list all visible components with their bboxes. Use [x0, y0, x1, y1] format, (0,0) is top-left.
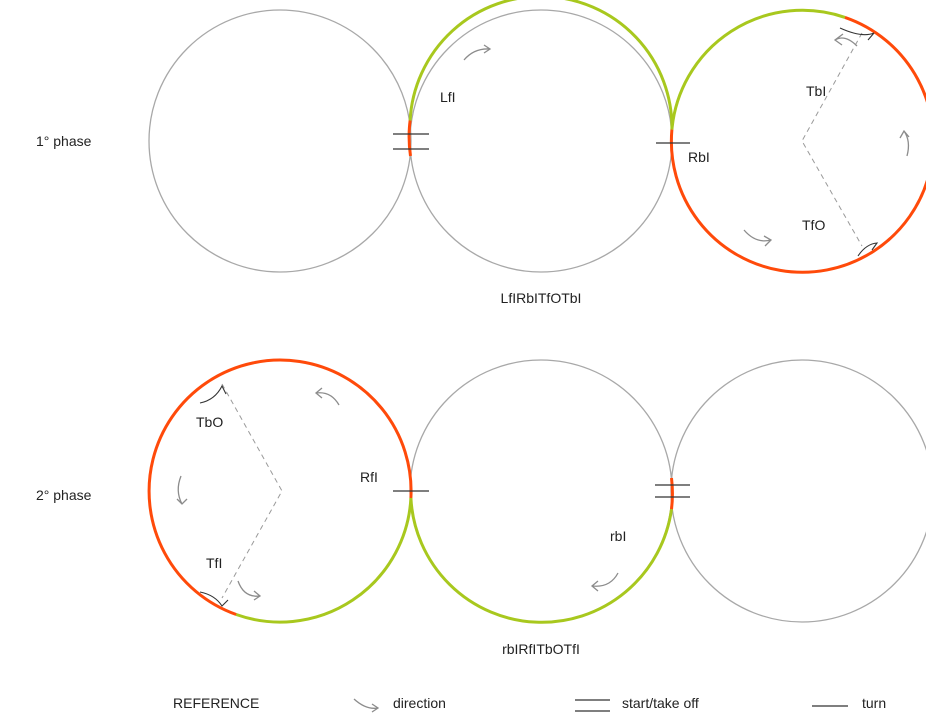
- phase-1-label-rbi: RbI: [688, 149, 710, 165]
- phase-2-label-tfi: TfI: [206, 555, 222, 571]
- phase-1-direction-arrow-tbi: [833, 33, 858, 47]
- phase-1: 1° phase LfI RbI TbI TfO LfIRbITfOTbI: [36, 0, 926, 306]
- phase-2-direction-arrow-top: [314, 387, 340, 406]
- reference-legend: REFERENCE direction start/take off turn: [173, 695, 886, 713]
- phase-2-turn-cusp-tfi: [199, 591, 229, 607]
- phase-1-turn-cusp-tbi: [839, 27, 875, 41]
- phase-2-rbi-start-edge: [670, 477, 674, 510]
- reference-title: REFERENCE: [173, 695, 259, 711]
- phase-1-lfi-edge: [408, 0, 674, 130]
- phase-2-label-rbi: rbI: [610, 528, 626, 544]
- phase-1-orange-edge: [669, 15, 926, 274]
- phase-2-turn-cusp-tbo: [199, 384, 227, 404]
- phase-1-turn-cusp-tfo: [857, 242, 879, 257]
- phase-2-label-rfi: RfI: [360, 469, 378, 485]
- phase-1-direction-arrow-right: [899, 129, 910, 157]
- phase-2-label: 2° phase: [36, 487, 92, 503]
- phase-1-direction-arrow-tfo: [743, 229, 773, 247]
- phase-1-turn-guide: [801, 32, 863, 247]
- phase-2-sequence: rbIRfITbOTfI: [502, 641, 580, 657]
- phase-1-sequence: LfIRbITfOTbI: [501, 290, 582, 306]
- phase-1-direction-arrow-lfi: [463, 44, 492, 61]
- phase-2-circle-right: [670, 359, 926, 623]
- phase-1-label-tfo: TfO: [802, 217, 825, 233]
- phase-2-direction-arrow-rbi: [590, 572, 619, 592]
- phase-2-direction-arrow-left: [176, 475, 188, 505]
- phase-1-circle-left: [148, 9, 412, 273]
- legend-direction-label: direction: [393, 695, 446, 711]
- phase-1-rbi-green-edge: [670, 8, 846, 130]
- phase-1-circle-middle: [409, 9, 673, 273]
- phase-2-label-tbo: TbO: [196, 414, 223, 430]
- phase-1-start-edge: [407, 120, 412, 157]
- phase-1-label-tbi: TbI: [806, 83, 826, 99]
- phase-2-rbi-edge: [409, 497, 673, 624]
- legend-start-label: start/take off: [622, 695, 699, 711]
- legend-direction-arrow-icon: [353, 698, 380, 713]
- phase-1-label-lfi: LfI: [440, 89, 456, 105]
- legend-turn-label: turn: [862, 695, 886, 711]
- phase-2-orange-edge: [147, 358, 413, 616]
- phase-2-green-edge-left: [235, 497, 413, 624]
- phase-1-label: 1° phase: [36, 133, 92, 149]
- phase-2-direction-arrow-tfi: [237, 580, 262, 601]
- phase-2-turn-guide: [221, 383, 283, 599]
- phase-2: 2° phase TbO RfI TfI rbI rbIRfITbOTfI: [36, 358, 926, 657]
